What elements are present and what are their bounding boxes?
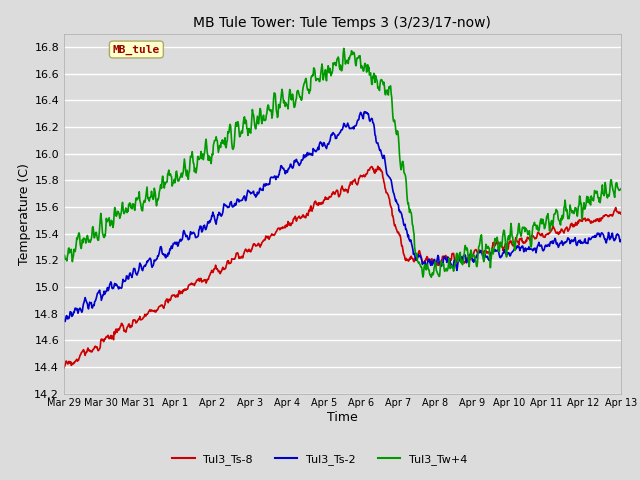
- X-axis label: Time: Time: [327, 411, 358, 424]
- Text: MB_tule: MB_tule: [113, 44, 160, 55]
- Y-axis label: Temperature (C): Temperature (C): [19, 163, 31, 264]
- Title: MB Tule Tower: Tule Temps 3 (3/23/17-now): MB Tule Tower: Tule Temps 3 (3/23/17-now…: [193, 16, 492, 30]
- Legend: Tul3_Ts-8, Tul3_Ts-2, Tul3_Tw+4: Tul3_Ts-8, Tul3_Ts-2, Tul3_Tw+4: [168, 450, 472, 469]
